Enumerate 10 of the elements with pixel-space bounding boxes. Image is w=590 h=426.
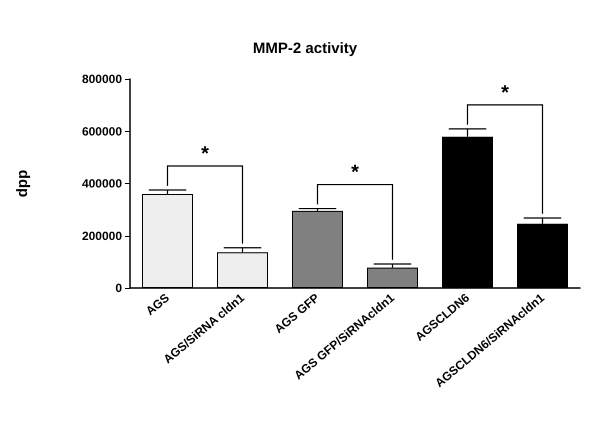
y-tick-label: 600000 xyxy=(82,124,122,138)
y-axis-title: dpp xyxy=(14,170,31,198)
y-tick-label: 0 xyxy=(115,281,122,295)
y-tick-label: 200000 xyxy=(82,228,122,243)
chart-title: MMP-2 activity xyxy=(252,40,358,57)
annotation: * xyxy=(201,142,210,165)
y-tick-label: 800000 xyxy=(82,72,122,86)
annotation: * xyxy=(501,82,510,104)
y-tick-label: 400000 xyxy=(82,176,122,190)
annotation: * xyxy=(351,162,360,184)
